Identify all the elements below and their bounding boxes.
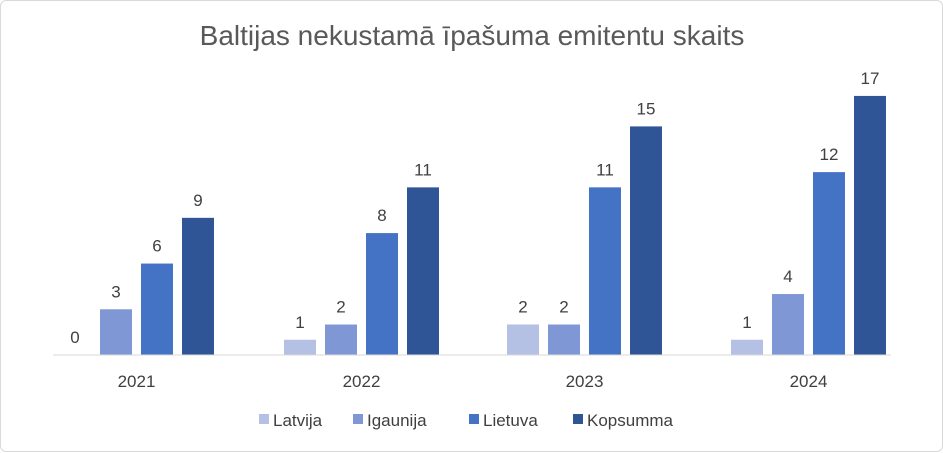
bars-group: [100, 95, 886, 356]
bar-igaunija-2024: [772, 294, 804, 355]
value-label-kopsumma-2023: 15: [637, 99, 656, 118]
value-label-igaunija-2024: 4: [783, 267, 792, 286]
bar-lietuva-2024: [813, 172, 845, 355]
x-tick-labels: 2021 2022 2023 2024: [118, 372, 828, 391]
bar-lietuva-2021: [141, 263, 173, 355]
legend-swatch-kopsumma: [573, 414, 583, 424]
value-label-latvija-2024: 1: [742, 313, 751, 332]
chart-title: Baltijas nekustamā īpašuma emitentu skai…: [200, 20, 745, 51]
bar-latvija-2024: [731, 339, 763, 355]
value-label-kopsumma-2024: 17: [861, 69, 880, 88]
value-label-latvija-2023: 2: [518, 298, 527, 317]
legend: Latvija Igaunija Lietuva Kopsumma: [259, 411, 674, 430]
value-label-latvija-2022: 1: [295, 313, 304, 332]
value-label-lietuva-2023: 11: [596, 160, 614, 179]
legend-swatch-lietuva: [469, 414, 479, 424]
legend-swatch-igaunija: [353, 414, 363, 424]
bar-kopsumma-2022: [407, 187, 439, 355]
value-label-lietuva-2024: 12: [820, 145, 839, 164]
legend-label-igaunija: Igaunija: [367, 411, 427, 430]
value-label-lietuva-2021: 6: [152, 237, 161, 256]
value-label-igaunija-2021: 3: [111, 282, 120, 301]
bar-igaunija-2021: [100, 309, 132, 355]
value-label-igaunija-2023: 2: [559, 298, 568, 317]
value-label-latvija-2021: 0: [70, 328, 79, 347]
bar-kopsumma-2021: [182, 217, 214, 355]
bar-kopsumma-2023: [630, 126, 662, 356]
bar-kopsumma-2024: [854, 95, 886, 356]
x-tick-2023: 2023: [566, 372, 604, 391]
legend-swatch-latvija: [259, 414, 269, 424]
x-tick-2024: 2024: [790, 372, 828, 391]
x-tick-2021: 2021: [118, 372, 156, 391]
bar-igaunija-2022: [325, 324, 357, 355]
bar-latvija-2023: [507, 324, 539, 355]
value-label-kopsumma-2022: 11: [414, 160, 432, 179]
x-tick-2022: 2022: [343, 372, 381, 391]
legend-label-latvija: Latvija: [273, 411, 323, 430]
bar-igaunija-2023: [548, 324, 580, 355]
bar-lietuva-2023: [589, 187, 621, 355]
value-label-igaunija-2022: 2: [336, 298, 345, 317]
value-label-kopsumma-2021: 9: [193, 191, 202, 210]
bar-latvija-2022: [284, 339, 316, 355]
value-label-lietuva-2022: 8: [377, 206, 386, 225]
legend-label-lietuva: Lietuva: [483, 411, 538, 430]
bar-lietuva-2022: [366, 233, 398, 355]
legend-label-kopsumma: Kopsumma: [587, 411, 674, 430]
